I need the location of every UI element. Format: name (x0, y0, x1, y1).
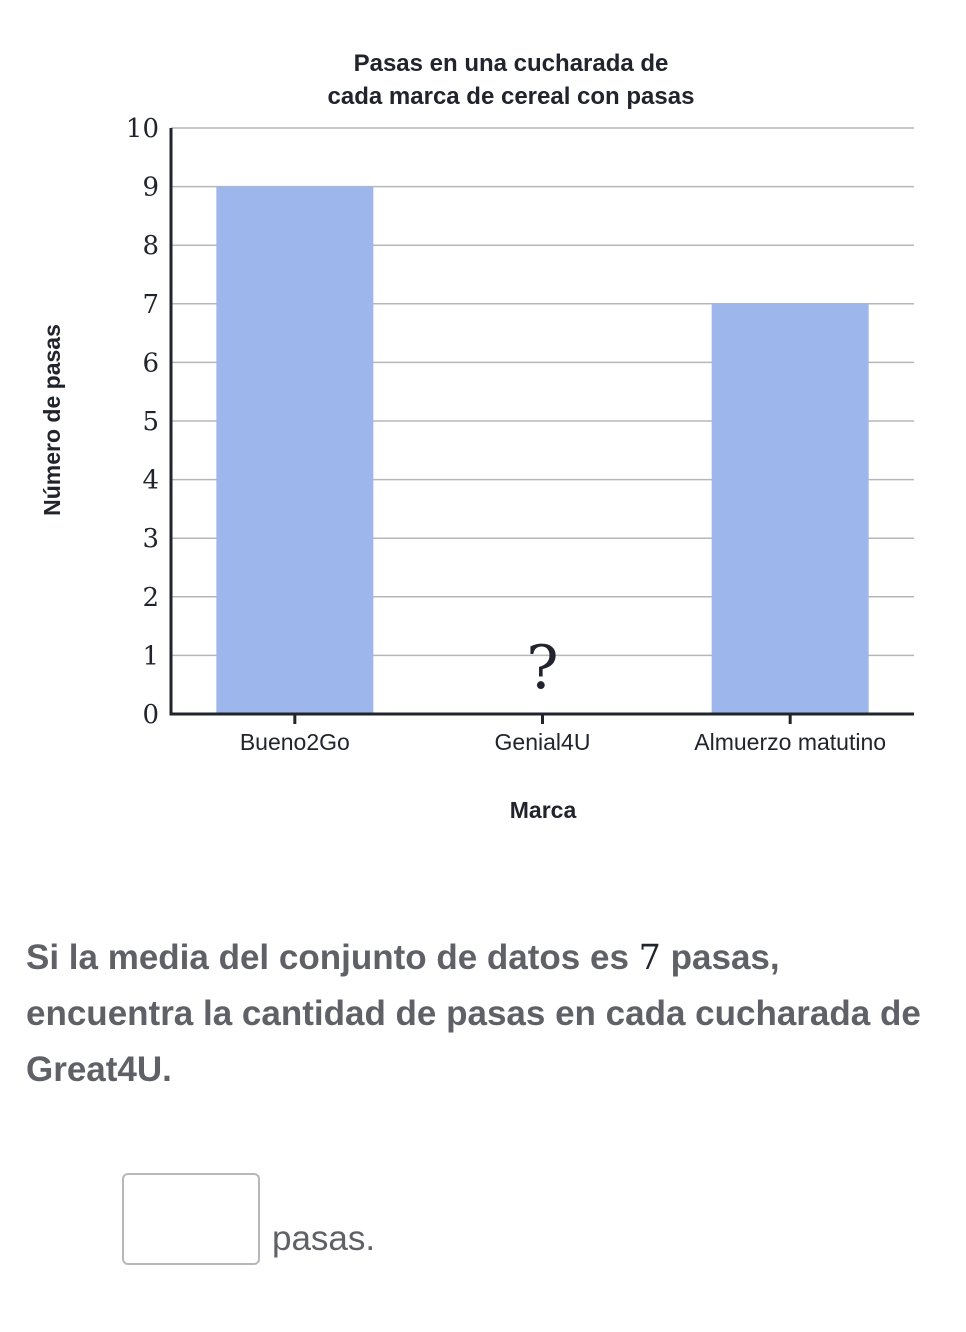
answer-row: pasas. (122, 1173, 375, 1265)
axes (169, 128, 914, 724)
y-axis-title: Número de pasas (39, 324, 65, 516)
y-tick-label: 0 (142, 700, 159, 730)
mean-value: 7 (638, 938, 661, 978)
question-part-1: Si la media del conjunto de datos es (26, 938, 639, 977)
answer-unit: pasas. (272, 1219, 376, 1258)
y-tick-label: 10 (126, 114, 159, 144)
chart-title-line-2: cada marca de cereal con pasas (328, 83, 695, 110)
chart-title-line-1: Pasas en una cucharada de (354, 50, 669, 77)
answer-input[interactable] (122, 1173, 260, 1265)
bar-chart: Pasas en una cucharada de cada marca de … (39, 50, 914, 823)
x-axis-title: Marca (510, 797, 577, 823)
y-tick-label: 7 (142, 290, 159, 320)
x-tick-labels: Bueno2Go Genial4U Almuerzo matutino (240, 729, 886, 755)
y-tick-label: 6 (142, 348, 159, 378)
x-tick-label: Genial4U (495, 729, 591, 755)
question-part-2: pasas, encuentra la cantidad de pasas en… (26, 938, 921, 1089)
unknown-value-marker: ? (526, 633, 558, 703)
y-tick-label: 3 (142, 524, 159, 554)
bars: ? (216, 186, 869, 715)
y-tick-label: 5 (142, 407, 159, 437)
y-tick-label: 9 (142, 173, 159, 203)
y-tick-label: 4 (142, 466, 159, 496)
y-tick-label: 2 (142, 583, 159, 613)
bar (711, 303, 869, 714)
bar (216, 186, 374, 715)
y-tick-label: 8 (142, 231, 159, 261)
question-text: Si la media del conjunto de datos es 7 p… (26, 930, 956, 1098)
y-tick-label: 1 (142, 641, 159, 671)
x-tick-label: Almuerzo matutino (694, 729, 886, 755)
x-tick-label: Bueno2Go (240, 729, 350, 755)
y-tick-labels: 0 1 2 3 4 5 6 7 8 9 10 (126, 114, 159, 730)
